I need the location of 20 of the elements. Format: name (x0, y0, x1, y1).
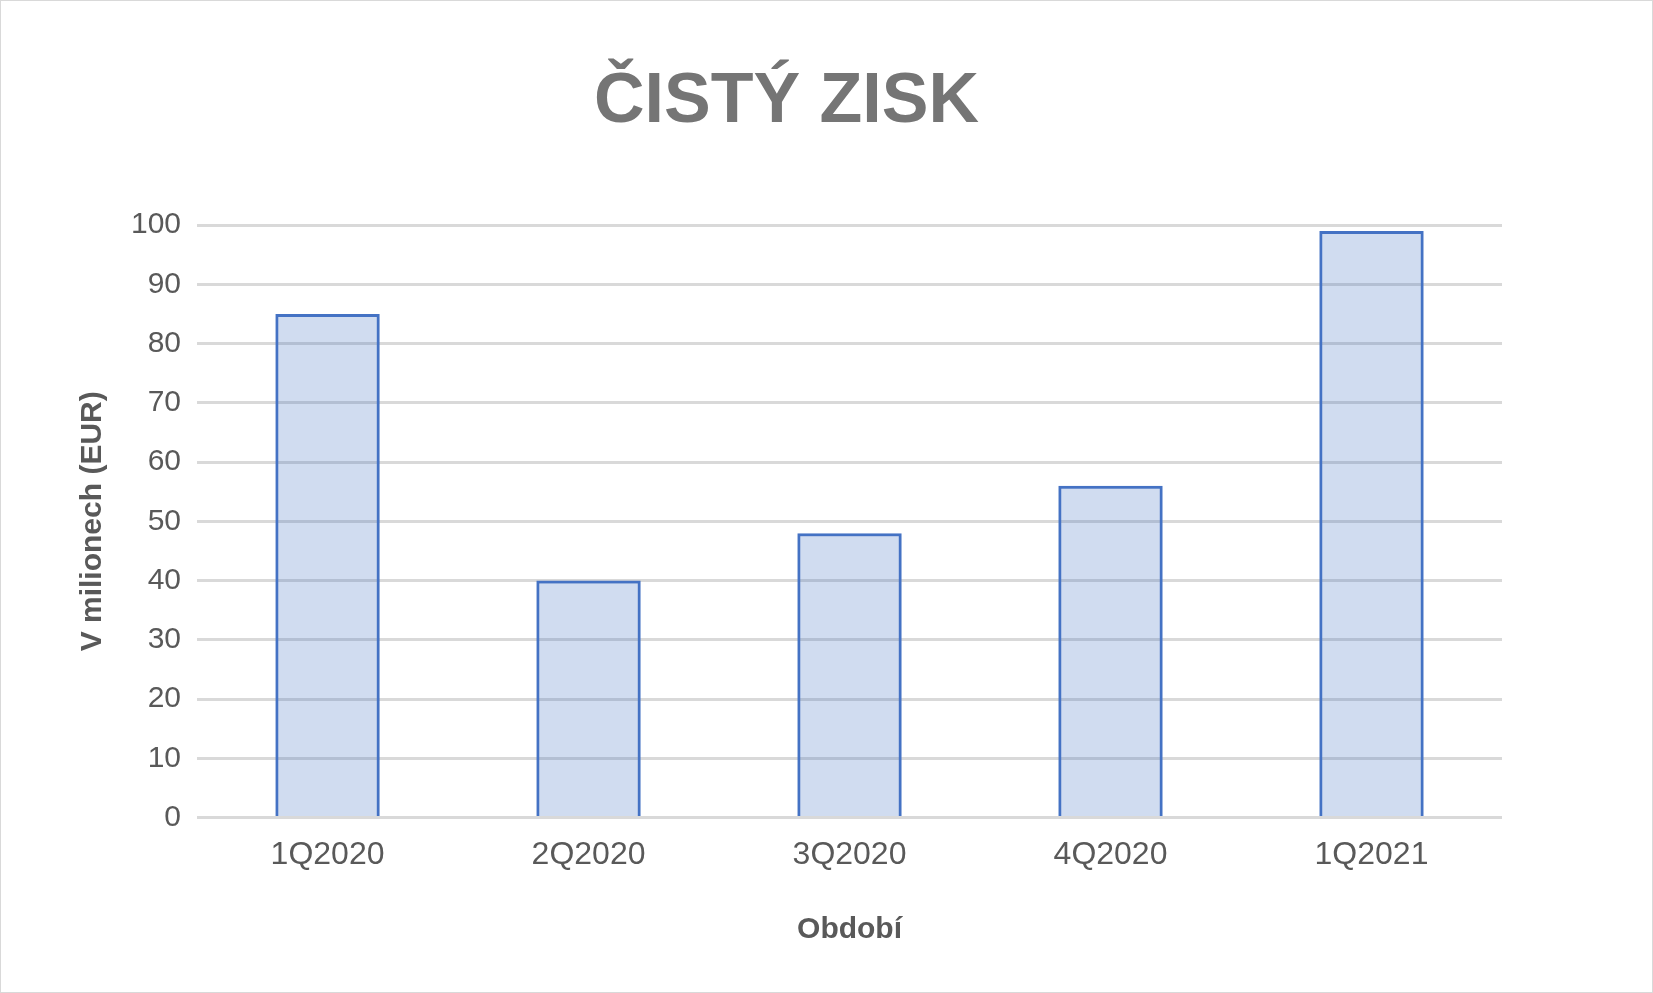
y-tick-label: 90 (147, 265, 182, 299)
y-tick-label: 60 (147, 443, 182, 477)
y-tick-label: 10 (147, 739, 182, 773)
x-tick-label: 2Q2020 (531, 834, 646, 871)
y-tick-label: 100 (130, 206, 182, 240)
y-tick-label: 0 (164, 798, 182, 832)
x-axis-title: Období (797, 911, 904, 945)
y-tick-label: 20 (147, 680, 182, 714)
y-tick-label: 70 (147, 384, 182, 418)
y-tick-label: 40 (147, 561, 182, 595)
bar (536, 580, 641, 817)
x-tick-label: 1Q2021 (1314, 834, 1429, 871)
x-tick-label: 1Q2020 (270, 834, 385, 871)
y-tick-label: 30 (147, 621, 182, 655)
y-axis-title: V milionech (EUR) (74, 391, 108, 652)
y-tick-label: 80 (147, 324, 182, 358)
y-tick-label: 50 (147, 502, 182, 536)
chart-title: ČISTÝ ZISK (593, 58, 980, 138)
x-tick-label: 3Q2020 (792, 834, 907, 871)
x-tick-label: 4Q2020 (1053, 834, 1168, 871)
